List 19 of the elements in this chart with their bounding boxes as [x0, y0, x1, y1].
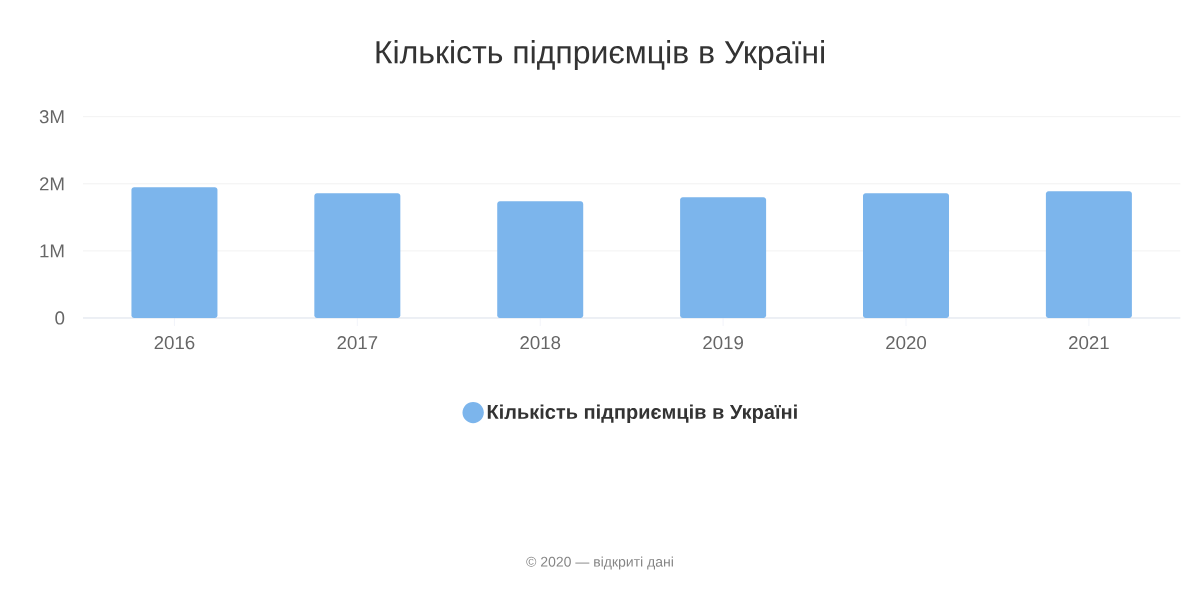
y-tick-label: 2M	[39, 177, 64, 191]
x-tick-label: 2017	[337, 336, 378, 350]
y-tick-label: 1M	[40, 244, 64, 258]
x-tick-label: 2021	[1069, 336, 1109, 350]
x-tick-label: 2020	[886, 336, 927, 350]
y-tick-label: 3M	[39, 110, 64, 124]
y-tick-label: 0	[55, 311, 65, 325]
bar	[497, 201, 584, 318]
chart-title: Кількість підприємців в Україні	[376, 40, 824, 70]
x-tick-label: 2019	[703, 336, 743, 350]
text: © 2020 — відкриті дані	[526, 556, 673, 570]
bar	[1045, 191, 1132, 318]
bar	[680, 197, 767, 318]
bar	[131, 187, 218, 318]
legend-label: Кількість підприємців в Україні	[487, 404, 797, 424]
x-tick-label: 2018	[520, 336, 561, 350]
bar	[314, 193, 401, 318]
bar	[863, 193, 950, 318]
x-tick-label: 2016	[154, 336, 195, 350]
